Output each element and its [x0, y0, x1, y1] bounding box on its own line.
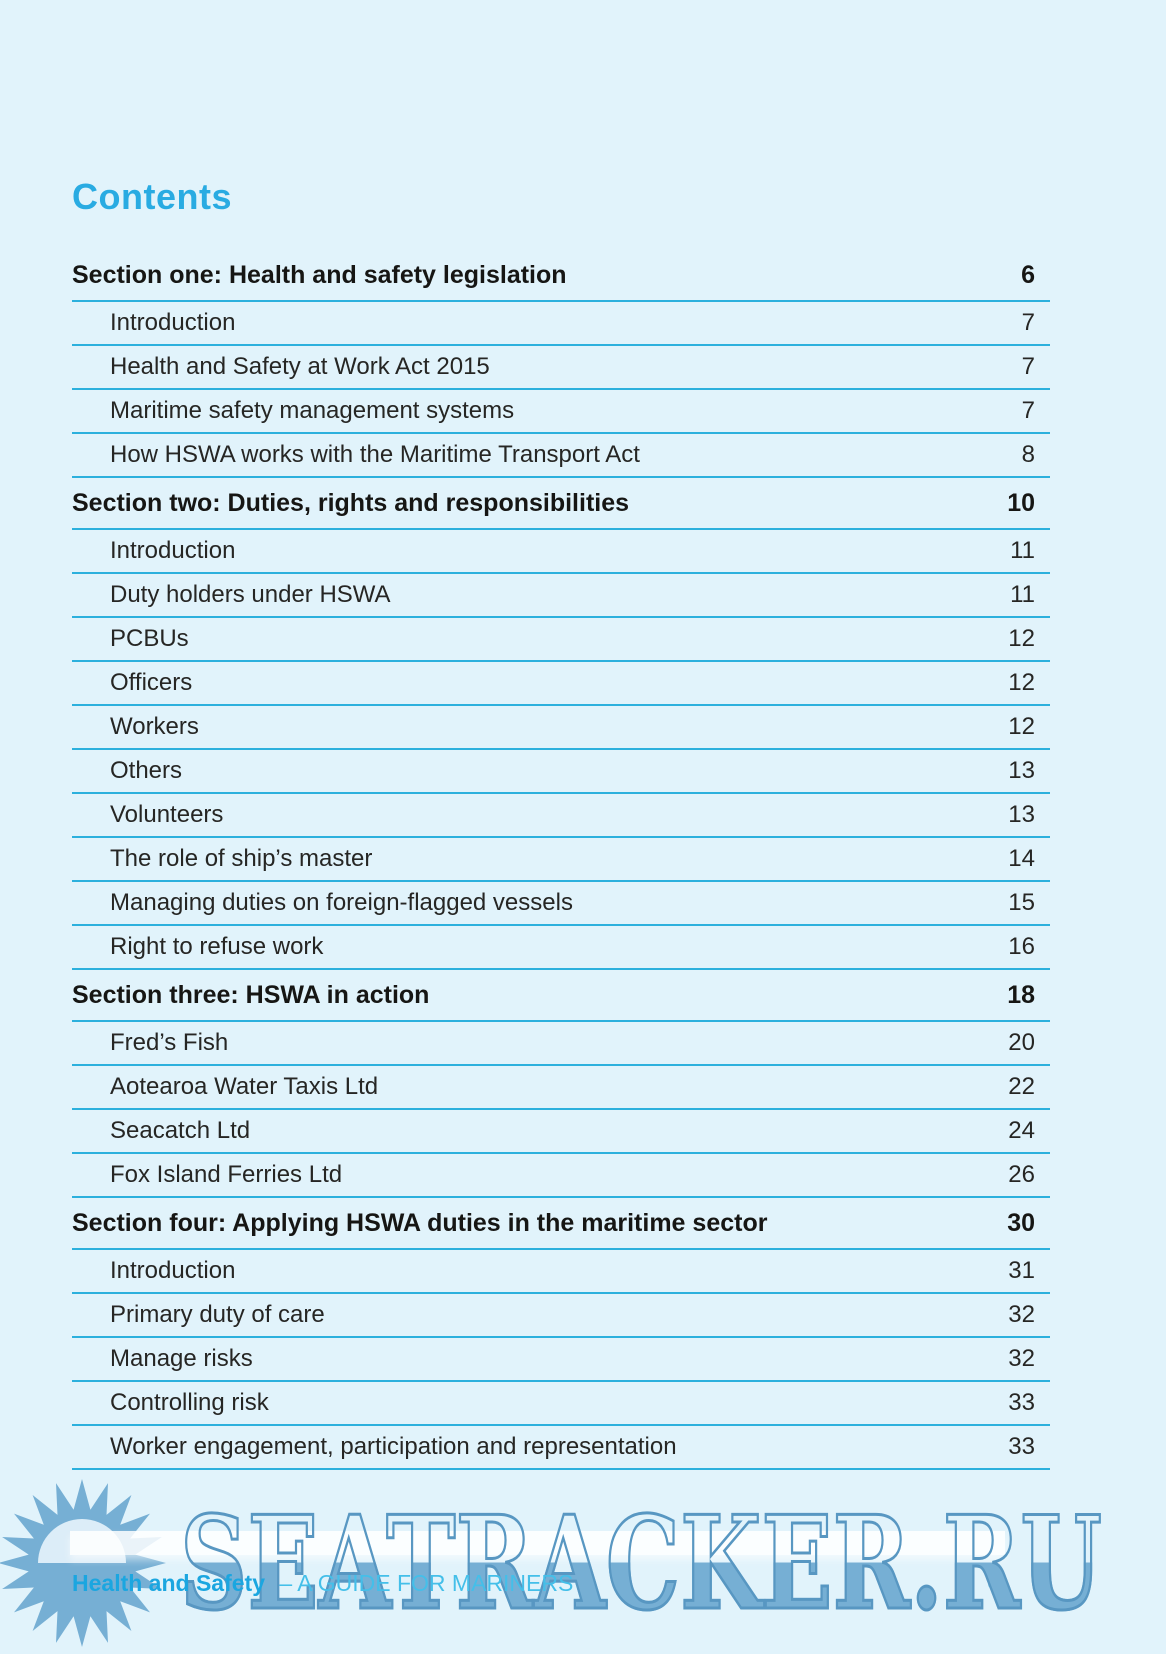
toc-entry-label: Section three: HSWA in action — [72, 980, 430, 1009]
toc-page-number: 11 — [1010, 581, 1035, 608]
toc-row: The role of ship’s master 14 — [72, 838, 1050, 882]
toc-entry-label: Fox Island Ferries Ltd — [110, 1161, 343, 1188]
toc-entry-label: Controlling risk — [110, 1389, 269, 1416]
toc-entry-label: Workers — [110, 713, 199, 740]
toc-row: Section four: Applying HSWA duties in th… — [72, 1198, 1050, 1250]
toc-page-number: 26 — [1008, 1161, 1035, 1188]
toc-row: Section three: HSWA in action 18 — [72, 970, 1050, 1022]
footer-page-number: 3 — [940, 1568, 1000, 1595]
toc-row: How HSWA works with the Maritime Transpo… — [72, 434, 1050, 478]
toc-row: Volunteers 13 — [72, 794, 1050, 838]
toc-entry-label: Introduction — [110, 537, 236, 564]
toc-entry-label: Aotearoa Water Taxis Ltd — [110, 1073, 379, 1100]
toc-entry-label: Duty holders under HSWA — [110, 581, 391, 608]
toc-page-number: 32 — [1008, 1301, 1035, 1328]
toc-entry-label: Right to refuse work — [110, 933, 324, 960]
toc-page-number: 30 — [1007, 1208, 1035, 1237]
toc-entry-label: Introduction — [110, 309, 236, 336]
toc-entry-label: Seacatch Ltd — [110, 1117, 251, 1144]
toc-row: Managing duties on foreign-flagged vesse… — [72, 882, 1050, 926]
toc-row: Seacatch Ltd 24 — [72, 1110, 1050, 1154]
toc-page-number: 12 — [1008, 625, 1035, 652]
toc-entry-label: PCBUs — [110, 625, 189, 652]
toc-row: Workers 12 — [72, 706, 1050, 750]
toc-row: Introduction 7 — [72, 302, 1050, 346]
toc-row: Maritime safety management systems 7 — [72, 390, 1050, 434]
toc-entry-label: Officers — [110, 669, 193, 696]
toc-page-number: 12 — [1008, 669, 1035, 696]
toc-entry-label: Introduction — [110, 1257, 236, 1284]
toc-row: Fred’s Fish 20 — [72, 1022, 1050, 1066]
toc-page-number: 24 — [1008, 1117, 1035, 1144]
sun-icon — [0, 1479, 166, 1647]
toc-page-number: 16 — [1008, 933, 1035, 960]
toc-entry-label: Worker engagement, participation and rep… — [110, 1433, 677, 1460]
toc-table: Section one: Health and safety legislati… — [72, 250, 1050, 1470]
toc-row: Duty holders under HSWA 11 — [72, 574, 1050, 618]
toc-row: PCBUs 12 — [72, 618, 1050, 662]
toc-entry-label: How HSWA works with the Maritime Transpo… — [110, 441, 640, 468]
toc-row: Aotearoa Water Taxis Ltd 22 — [72, 1066, 1050, 1110]
page-title: Contents — [72, 176, 232, 217]
toc-entry-label: Others — [110, 757, 183, 784]
toc-entry-label: Maritime safety management systems — [110, 397, 515, 424]
footer: Health and Safety – A GUIDE FOR MARINERS — [72, 1570, 573, 1597]
toc-page-number: 13 — [1008, 757, 1035, 784]
toc-page-number: 18 — [1007, 980, 1035, 1009]
toc-row: Health and Safety at Work Act 2015 7 — [72, 346, 1050, 390]
toc-entry-label: Volunteers — [110, 801, 224, 828]
toc-page-number: 13 — [1008, 801, 1035, 828]
toc-page-number: 14 — [1008, 845, 1035, 872]
toc-page-number: 15 — [1008, 889, 1035, 916]
toc-page-number: 8 — [1021, 441, 1035, 468]
toc-entry-label: Section one: Health and safety legislati… — [72, 260, 567, 289]
toc-page-number: 6 — [1021, 260, 1035, 289]
toc-page-number: 7 — [1021, 353, 1035, 380]
toc-row: Controlling risk 33 — [72, 1382, 1050, 1426]
watermark-band — [70, 1531, 1005, 1555]
toc-row: Right to refuse work 16 — [72, 926, 1050, 970]
toc-entry-label: Primary duty of care — [110, 1301, 325, 1328]
toc-entry-label: Section two: Duties, rights and responsi… — [72, 488, 630, 517]
toc-page-number: 12 — [1008, 713, 1035, 740]
toc-entry-label: Fred’s Fish — [110, 1029, 229, 1056]
toc-row: Primary duty of care 32 — [72, 1294, 1050, 1338]
toc-page-number: 22 — [1008, 1073, 1035, 1100]
toc-page-number: 11 — [1010, 537, 1035, 564]
toc-row: Section one: Health and safety legislati… — [72, 250, 1050, 302]
toc-page-number: 7 — [1021, 397, 1035, 424]
footer-doc-subtitle: – A GUIDE FOR MARINERS — [279, 1570, 574, 1596]
toc-entry-label: Section four: Applying HSWA duties in th… — [72, 1208, 768, 1237]
toc-entry-label: The role of ship’s master — [110, 845, 373, 872]
toc-entry-label: Managing duties on foreign-flagged vesse… — [110, 889, 573, 916]
toc-row: Fox Island Ferries Ltd 26 — [72, 1154, 1050, 1198]
toc-row: Others 13 — [72, 750, 1050, 794]
toc-row: Introduction 31 — [72, 1250, 1050, 1294]
toc-page-number: 10 — [1007, 488, 1035, 517]
watermark-text: SEATRACKER.RU — [179, 1489, 1103, 1639]
toc-entry-label: Health and Safety at Work Act 2015 — [110, 353, 490, 380]
toc-page-number: 32 — [1008, 1345, 1035, 1372]
toc-row: Manage risks 32 — [72, 1338, 1050, 1382]
toc-row: Introduction 11 — [72, 530, 1050, 574]
toc-row: Officers 12 — [72, 662, 1050, 706]
toc-page-number: 20 — [1008, 1029, 1035, 1056]
toc-row: Section two: Duties, rights and responsi… — [72, 478, 1050, 530]
toc-page-number: 33 — [1008, 1433, 1035, 1460]
toc-page-number: 31 — [1008, 1257, 1035, 1284]
toc-page-number: 33 — [1008, 1389, 1035, 1416]
toc-row: Worker engagement, participation and rep… — [72, 1426, 1050, 1470]
toc-page-number: 7 — [1021, 309, 1035, 336]
footer-doc-title: Health and Safety — [72, 1570, 265, 1596]
toc-entry-label: Manage risks — [110, 1345, 253, 1372]
